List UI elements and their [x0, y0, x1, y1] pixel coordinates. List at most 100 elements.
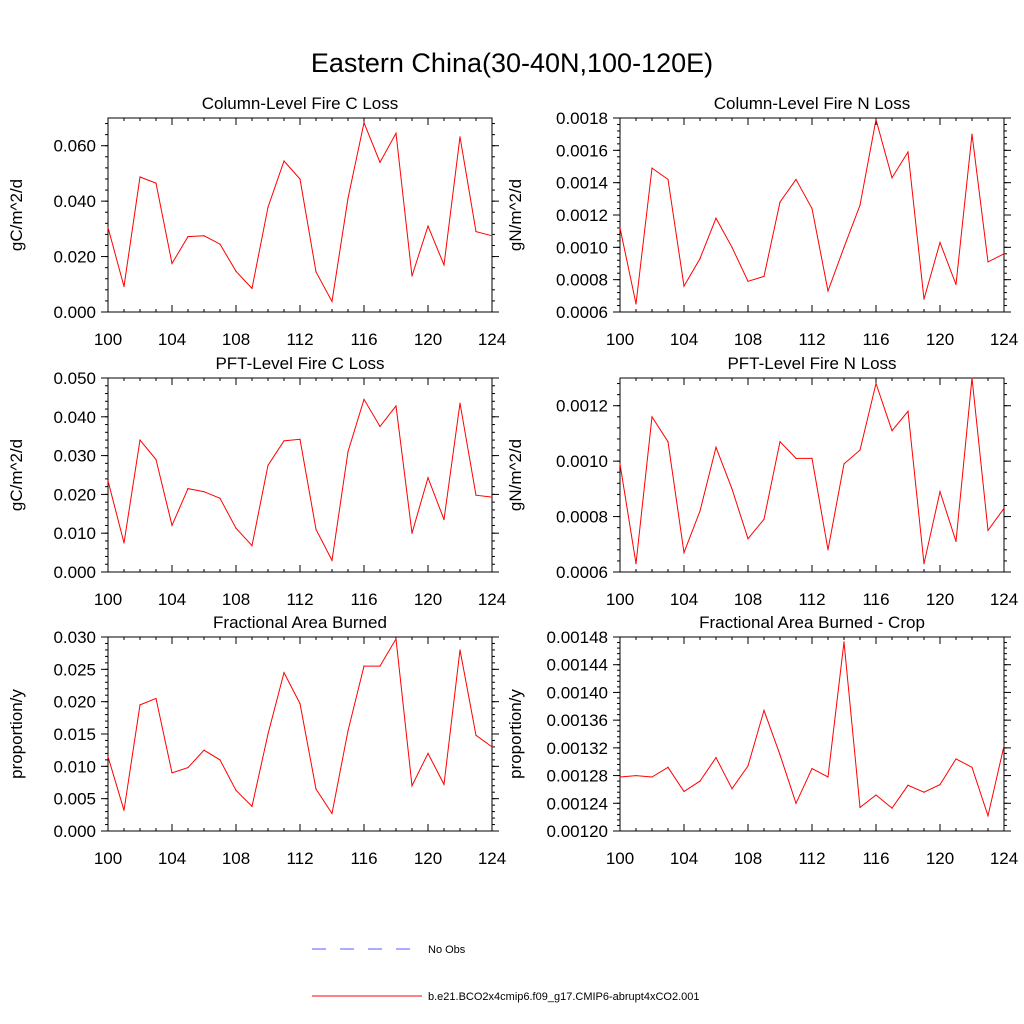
data-point — [219, 759, 221, 761]
data-point — [651, 776, 653, 778]
data-point — [139, 176, 141, 178]
series-line — [619, 377, 1005, 564]
data-point — [379, 161, 381, 163]
data-point — [731, 788, 733, 790]
data-point — [315, 528, 317, 530]
x-tick-label: 100 — [606, 849, 634, 868]
data-point — [491, 235, 493, 237]
data-point — [667, 178, 669, 181]
plot-frame — [619, 636, 1005, 832]
data-point — [491, 496, 493, 498]
x-tick-label: 124 — [478, 590, 506, 609]
data-point — [811, 207, 813, 210]
data-point — [251, 805, 253, 808]
y-tick-label: 0.0006 — [556, 563, 608, 582]
y-tick-label: 0.020 — [53, 248, 96, 267]
data-point — [667, 766, 669, 768]
data-point — [171, 524, 173, 527]
x-tick-label: 112 — [798, 330, 825, 349]
x-tick-label: 100 — [94, 849, 122, 868]
x-tick-label: 108 — [222, 590, 250, 609]
data-point — [379, 425, 381, 428]
data-point — [299, 703, 301, 705]
data-point — [187, 767, 189, 769]
series-line — [107, 637, 493, 815]
plot-frame — [107, 117, 493, 313]
y-tick-label: 0.00132 — [547, 739, 608, 758]
data-point — [971, 766, 973, 768]
x-tick-label: 112 — [286, 849, 313, 868]
data-point — [683, 552, 685, 554]
data-point — [427, 477, 429, 479]
y-tick-label: 0.0012 — [556, 206, 608, 225]
data-point — [651, 416, 653, 418]
data-point — [987, 529, 989, 532]
data-point — [811, 768, 813, 770]
y-tick-label: 0.020 — [53, 485, 96, 504]
y-tick-label: 0.030 — [53, 447, 96, 466]
data-point — [827, 776, 829, 778]
y-axis-label: proportion/y — [506, 689, 525, 779]
data-point — [619, 227, 621, 229]
data-point — [267, 733, 269, 735]
y-tick-label: 0.00128 — [547, 767, 608, 786]
data-point — [107, 226, 109, 229]
y-tick-label: 0.00124 — [547, 794, 608, 813]
data-point — [635, 303, 637, 305]
data-point — [267, 464, 269, 466]
data-point — [427, 225, 429, 227]
data-point — [411, 275, 413, 277]
y-tick-label: 0.030 — [53, 628, 96, 647]
data-point — [123, 285, 125, 288]
data-point — [667, 441, 669, 443]
x-tick-label: 120 — [414, 330, 442, 349]
y-tick-label: 0.00136 — [547, 711, 608, 730]
plot-frame — [619, 117, 1005, 313]
x-tick-label: 120 — [926, 849, 954, 868]
data-point — [955, 540, 957, 543]
data-point — [859, 449, 861, 451]
y-tick-label: 0.0014 — [556, 174, 608, 193]
data-point — [491, 746, 493, 748]
data-point — [443, 264, 445, 266]
data-point — [475, 494, 477, 496]
data-point — [203, 491, 205, 493]
x-tick-label: 108 — [222, 330, 250, 349]
data-point — [331, 300, 333, 303]
data-point — [283, 160, 285, 162]
data-point — [187, 236, 189, 238]
x-tick-label: 120 — [926, 330, 954, 349]
data-point — [987, 261, 989, 263]
data-point — [107, 480, 109, 482]
x-tick-label: 104 — [158, 590, 186, 609]
x-tick-label: 104 — [670, 330, 698, 349]
data-point — [443, 783, 445, 786]
x-tick-label: 104 — [670, 590, 698, 609]
data-point — [155, 458, 157, 461]
series-line — [107, 398, 493, 563]
data-point — [299, 178, 301, 180]
data-point — [923, 791, 925, 793]
data-point — [731, 246, 733, 248]
data-point — [459, 402, 461, 404]
y-tick-label: 0.000 — [53, 822, 96, 841]
data-point — [283, 440, 285, 442]
x-tick-label: 124 — [478, 849, 506, 868]
data-point — [1003, 745, 1005, 747]
y-tick-label: 0.0006 — [556, 303, 608, 322]
panel-title: Column-Level Fire C Loss — [202, 94, 399, 113]
x-tick-label: 124 — [478, 330, 506, 349]
y-tick-label: 0.015 — [53, 725, 96, 744]
data-point — [1003, 253, 1005, 255]
y-axis-label: proportion/y — [7, 689, 26, 779]
data-point — [779, 754, 781, 756]
data-point — [139, 439, 141, 441]
x-tick-label: 116 — [862, 849, 889, 868]
data-point — [795, 457, 797, 459]
y-tick-label: 0.0012 — [556, 397, 608, 416]
data-point — [795, 178, 797, 181]
data-point — [315, 271, 317, 273]
data-point — [891, 430, 893, 432]
x-tick-label: 104 — [158, 849, 186, 868]
